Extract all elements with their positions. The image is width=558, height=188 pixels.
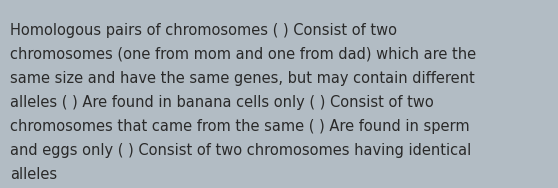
Text: chromosomes that came from the same ( ) Are found in sperm: chromosomes that came from the same ( ) … <box>10 119 470 134</box>
Text: chromosomes (one from mom and one from dad) which are the: chromosomes (one from mom and one from d… <box>10 47 476 62</box>
Text: Homologous pairs of chromosomes ( ) Consist of two: Homologous pairs of chromosomes ( ) Cons… <box>10 23 397 38</box>
Text: same size and have the same genes, but may contain different: same size and have the same genes, but m… <box>10 71 475 86</box>
Text: and eggs only ( ) Consist of two chromosomes having identical: and eggs only ( ) Consist of two chromos… <box>10 143 472 158</box>
Text: alleles: alleles <box>10 167 57 182</box>
Text: alleles ( ) Are found in banana cells only ( ) Consist of two: alleles ( ) Are found in banana cells on… <box>10 95 434 110</box>
